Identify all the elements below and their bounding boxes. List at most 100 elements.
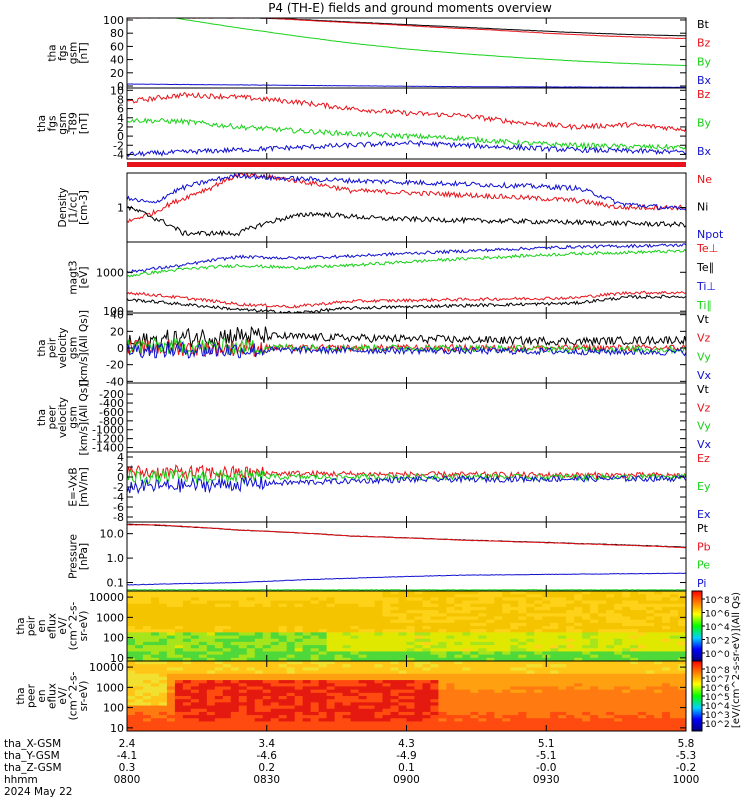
heatmap-cell	[366, 648, 376, 653]
y-axis-label: eflux	[47, 613, 59, 639]
heatmap-cell	[166, 702, 176, 707]
heatmap-cell	[606, 600, 615, 605]
heatmap-cell	[334, 721, 344, 726]
heatmap-cell	[662, 629, 671, 633]
heatmap-cell	[238, 645, 248, 649]
heatmap-cell	[662, 645, 671, 649]
heatmap-cell	[222, 708, 232, 713]
heatmap-cell	[438, 622, 448, 627]
heatmap-cell	[406, 622, 416, 627]
heatmap-cell	[198, 648, 208, 653]
heatmap-cell	[502, 664, 511, 668]
heatmap-cell	[606, 721, 615, 726]
heatmap-cell	[206, 676, 216, 681]
heatmap-cell	[278, 683, 288, 688]
heatmap-cell	[454, 664, 463, 668]
heatmap-cell	[598, 680, 607, 684]
heatmap-cell	[326, 597, 336, 602]
heatmap-cell	[454, 689, 463, 694]
heatmap-cell	[254, 622, 264, 627]
heatmap-cell	[662, 692, 671, 697]
heatmap-cell	[454, 645, 463, 649]
heatmap-cell	[127, 702, 136, 707]
heatmap-cell	[566, 654, 575, 659]
heatmap-cell	[278, 626, 288, 630]
legend-entry: Npot	[697, 228, 724, 241]
heatmap-cell	[422, 606, 432, 611]
heatmap-cell	[366, 721, 376, 726]
heatmap-cell	[158, 727, 168, 731]
heatmap-cell	[406, 708, 416, 713]
heatmap-cell	[214, 632, 224, 637]
heatmap-cell	[127, 651, 136, 656]
heatmap-cell	[206, 606, 216, 611]
heatmap-cell	[182, 619, 192, 624]
heatmap-cell	[350, 610, 360, 614]
heatmap-cell	[294, 597, 304, 602]
heatmap-cell	[414, 591, 424, 595]
heatmap-cell	[582, 705, 591, 710]
heatmap-cell	[662, 610, 671, 614]
y-axis-label: E=-VxB	[68, 467, 80, 506]
heatmap-cell	[558, 670, 567, 675]
heatmap-cell	[614, 718, 623, 723]
heatmap-cell	[510, 715, 519, 719]
heatmap-cell	[214, 711, 224, 716]
heatmap-cell	[606, 597, 615, 602]
heatmap-cell	[294, 724, 304, 729]
heatmap-cell	[638, 635, 647, 640]
heatmap-cell	[150, 651, 160, 656]
heatmap-cell	[390, 657, 400, 661]
heatmap-cell	[342, 661, 352, 665]
heatmap-cell	[678, 708, 686, 713]
heatmap-cell	[350, 635, 360, 640]
heatmap-cell	[382, 718, 392, 723]
heatmap-cell	[526, 673, 535, 678]
heatmap-cell	[390, 683, 400, 688]
heatmap-cell	[478, 727, 487, 731]
heatmap-cell	[390, 591, 400, 595]
heatmap-cell	[318, 727, 328, 731]
heatmap-cell	[278, 606, 288, 611]
heatmap-cell	[358, 597, 368, 602]
heatmap-cell	[278, 676, 288, 681]
heatmap-cell	[262, 696, 272, 700]
heatmap-cell	[566, 632, 575, 637]
heatmap-cell	[198, 651, 208, 656]
heatmap-cell	[534, 597, 543, 602]
heatmap-cell	[438, 721, 448, 726]
heatmap-cell	[566, 711, 575, 716]
heatmap-cell	[214, 591, 224, 595]
heatmap-cell	[342, 619, 352, 624]
heatmap-cell	[590, 638, 599, 643]
heatmap-cell	[134, 661, 144, 665]
heatmap-cell	[374, 692, 384, 697]
heatmap-cell	[590, 622, 599, 627]
heatmap-cell	[350, 619, 360, 624]
heatmap-cell	[254, 711, 264, 716]
heatmap-cell	[670, 667, 679, 672]
heatmap-cell	[150, 670, 160, 675]
heatmap-cell	[382, 724, 392, 729]
heatmap-cell	[278, 673, 288, 678]
heatmap-cell	[350, 711, 360, 716]
heatmap-cell	[238, 613, 248, 618]
heatmap-cell	[534, 692, 543, 697]
heatmap-cell	[166, 600, 176, 605]
heatmap-cell	[646, 664, 655, 668]
heatmap-cell	[654, 626, 663, 630]
heatmap-cell	[374, 686, 384, 691]
heatmap-cell	[638, 629, 647, 633]
heatmap-cell	[342, 597, 352, 602]
heatmap-cell	[646, 673, 655, 678]
heatmap-cell	[550, 597, 559, 602]
heatmap-cell	[158, 724, 168, 729]
heatmap-cell	[302, 606, 312, 611]
heatmap-cell	[302, 613, 312, 618]
heatmap-cell	[374, 603, 384, 608]
legend-entry: Vz	[697, 332, 711, 345]
heatmap-cell	[438, 664, 448, 668]
heatmap-cell	[374, 600, 384, 605]
heatmap-cell	[606, 711, 615, 716]
heatmap-cell	[454, 613, 463, 618]
